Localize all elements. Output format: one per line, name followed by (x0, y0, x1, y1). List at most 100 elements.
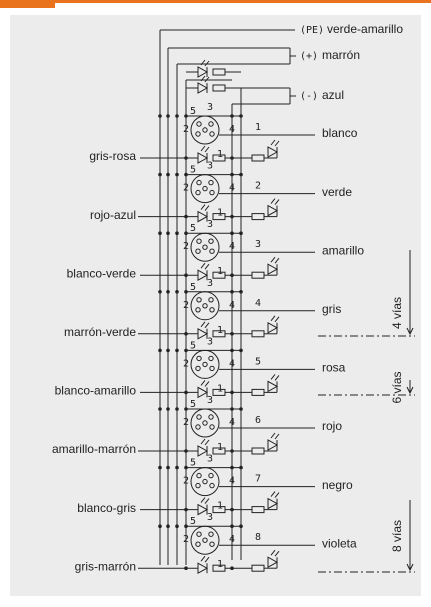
pin (196, 179, 202, 186)
range-label: 8 vías (390, 520, 404, 552)
output-label: violeta (322, 536, 357, 550)
channel-number: 6 (255, 415, 261, 426)
pin (202, 127, 208, 133)
pin-number: 4 (229, 476, 235, 487)
junction (158, 231, 162, 235)
pin-number: 5 (190, 340, 196, 351)
pin-number: 2 (183, 534, 189, 545)
pin (202, 361, 208, 368)
junction (158, 290, 162, 294)
led (197, 555, 210, 575)
power-name: verde-amarillo (327, 22, 403, 36)
pin (202, 303, 208, 309)
power-code: (PE) (300, 25, 324, 36)
led (197, 204, 210, 223)
channel-number: 5 (255, 356, 261, 367)
pin (195, 365, 201, 372)
pin (196, 297, 202, 303)
output-label: verde (322, 185, 352, 199)
pin (195, 482, 201, 489)
pin (195, 541, 201, 547)
junction (184, 390, 188, 395)
junction (166, 465, 170, 470)
junction (230, 156, 234, 160)
pin (196, 414, 202, 420)
led (197, 262, 210, 282)
junction (166, 407, 170, 411)
pin (209, 482, 215, 489)
panel (10, 15, 421, 596)
led (197, 75, 210, 94)
pin (196, 355, 202, 362)
pin-number: 5 (190, 106, 196, 117)
range-label: 6 vías (390, 371, 404, 403)
junction (158, 172, 162, 177)
pin (195, 307, 201, 313)
pin (208, 297, 214, 303)
header-tab (0, 0, 55, 8)
output-label: blanco (322, 126, 358, 140)
pin-number: 2 (183, 241, 189, 252)
input-label: blanco-gris (77, 501, 136, 515)
junction (158, 348, 162, 353)
junction (158, 114, 162, 118)
pin-number: 2 (183, 300, 189, 311)
pin-number: 2 (183, 358, 189, 369)
junction (230, 390, 234, 395)
pin-number: 2 (183, 183, 189, 194)
junction (175, 231, 179, 235)
led (197, 497, 210, 516)
junction (166, 114, 170, 118)
pin (208, 238, 214, 244)
junction (184, 507, 188, 512)
pin-number: 3 (207, 336, 213, 347)
pin (209, 131, 215, 137)
pin (208, 414, 214, 420)
pin (208, 179, 214, 186)
channel-number: 7 (255, 474, 261, 485)
pin-number: 5 (190, 282, 196, 293)
junction (184, 214, 188, 219)
pin-number: 4 (229, 241, 235, 252)
pin (209, 424, 215, 430)
pin (195, 189, 201, 196)
input-label: blanco-verde (67, 266, 137, 280)
channel-number: 1 (255, 122, 261, 133)
range-label: 4 vías (390, 297, 404, 329)
pin (209, 541, 215, 547)
junction (158, 407, 162, 411)
pin (195, 248, 201, 254)
input-label: gris-rosa (89, 149, 136, 163)
pin (208, 472, 214, 479)
junction (230, 214, 234, 219)
junction (175, 172, 179, 177)
junction (175, 524, 179, 528)
pin-number: 5 (190, 399, 196, 410)
junction (230, 566, 234, 570)
junction (230, 273, 234, 278)
channel-number: 2 (255, 181, 261, 192)
output-label: gris (322, 302, 341, 316)
junction (175, 290, 179, 294)
junction (184, 449, 188, 453)
input-label: rojo-azul (90, 208, 136, 222)
pin-number: 5 (190, 223, 196, 234)
input-label: amarillo-marrón (52, 442, 136, 456)
pin-number: 3 (207, 395, 213, 406)
output-label: rojo (322, 419, 342, 433)
pin (208, 121, 214, 127)
pin (209, 248, 215, 254)
junction (184, 273, 188, 278)
junction (166, 290, 170, 294)
input-label: gris-marrón (75, 559, 136, 573)
pin-number: 4 (229, 358, 235, 369)
output-label: rosa (322, 361, 346, 375)
pin-number: 2 (183, 417, 189, 428)
pin-number: 5 (190, 165, 196, 176)
channel-number: 4 (255, 298, 261, 309)
pin (196, 472, 202, 479)
pin (208, 531, 214, 537)
pin (202, 537, 208, 543)
